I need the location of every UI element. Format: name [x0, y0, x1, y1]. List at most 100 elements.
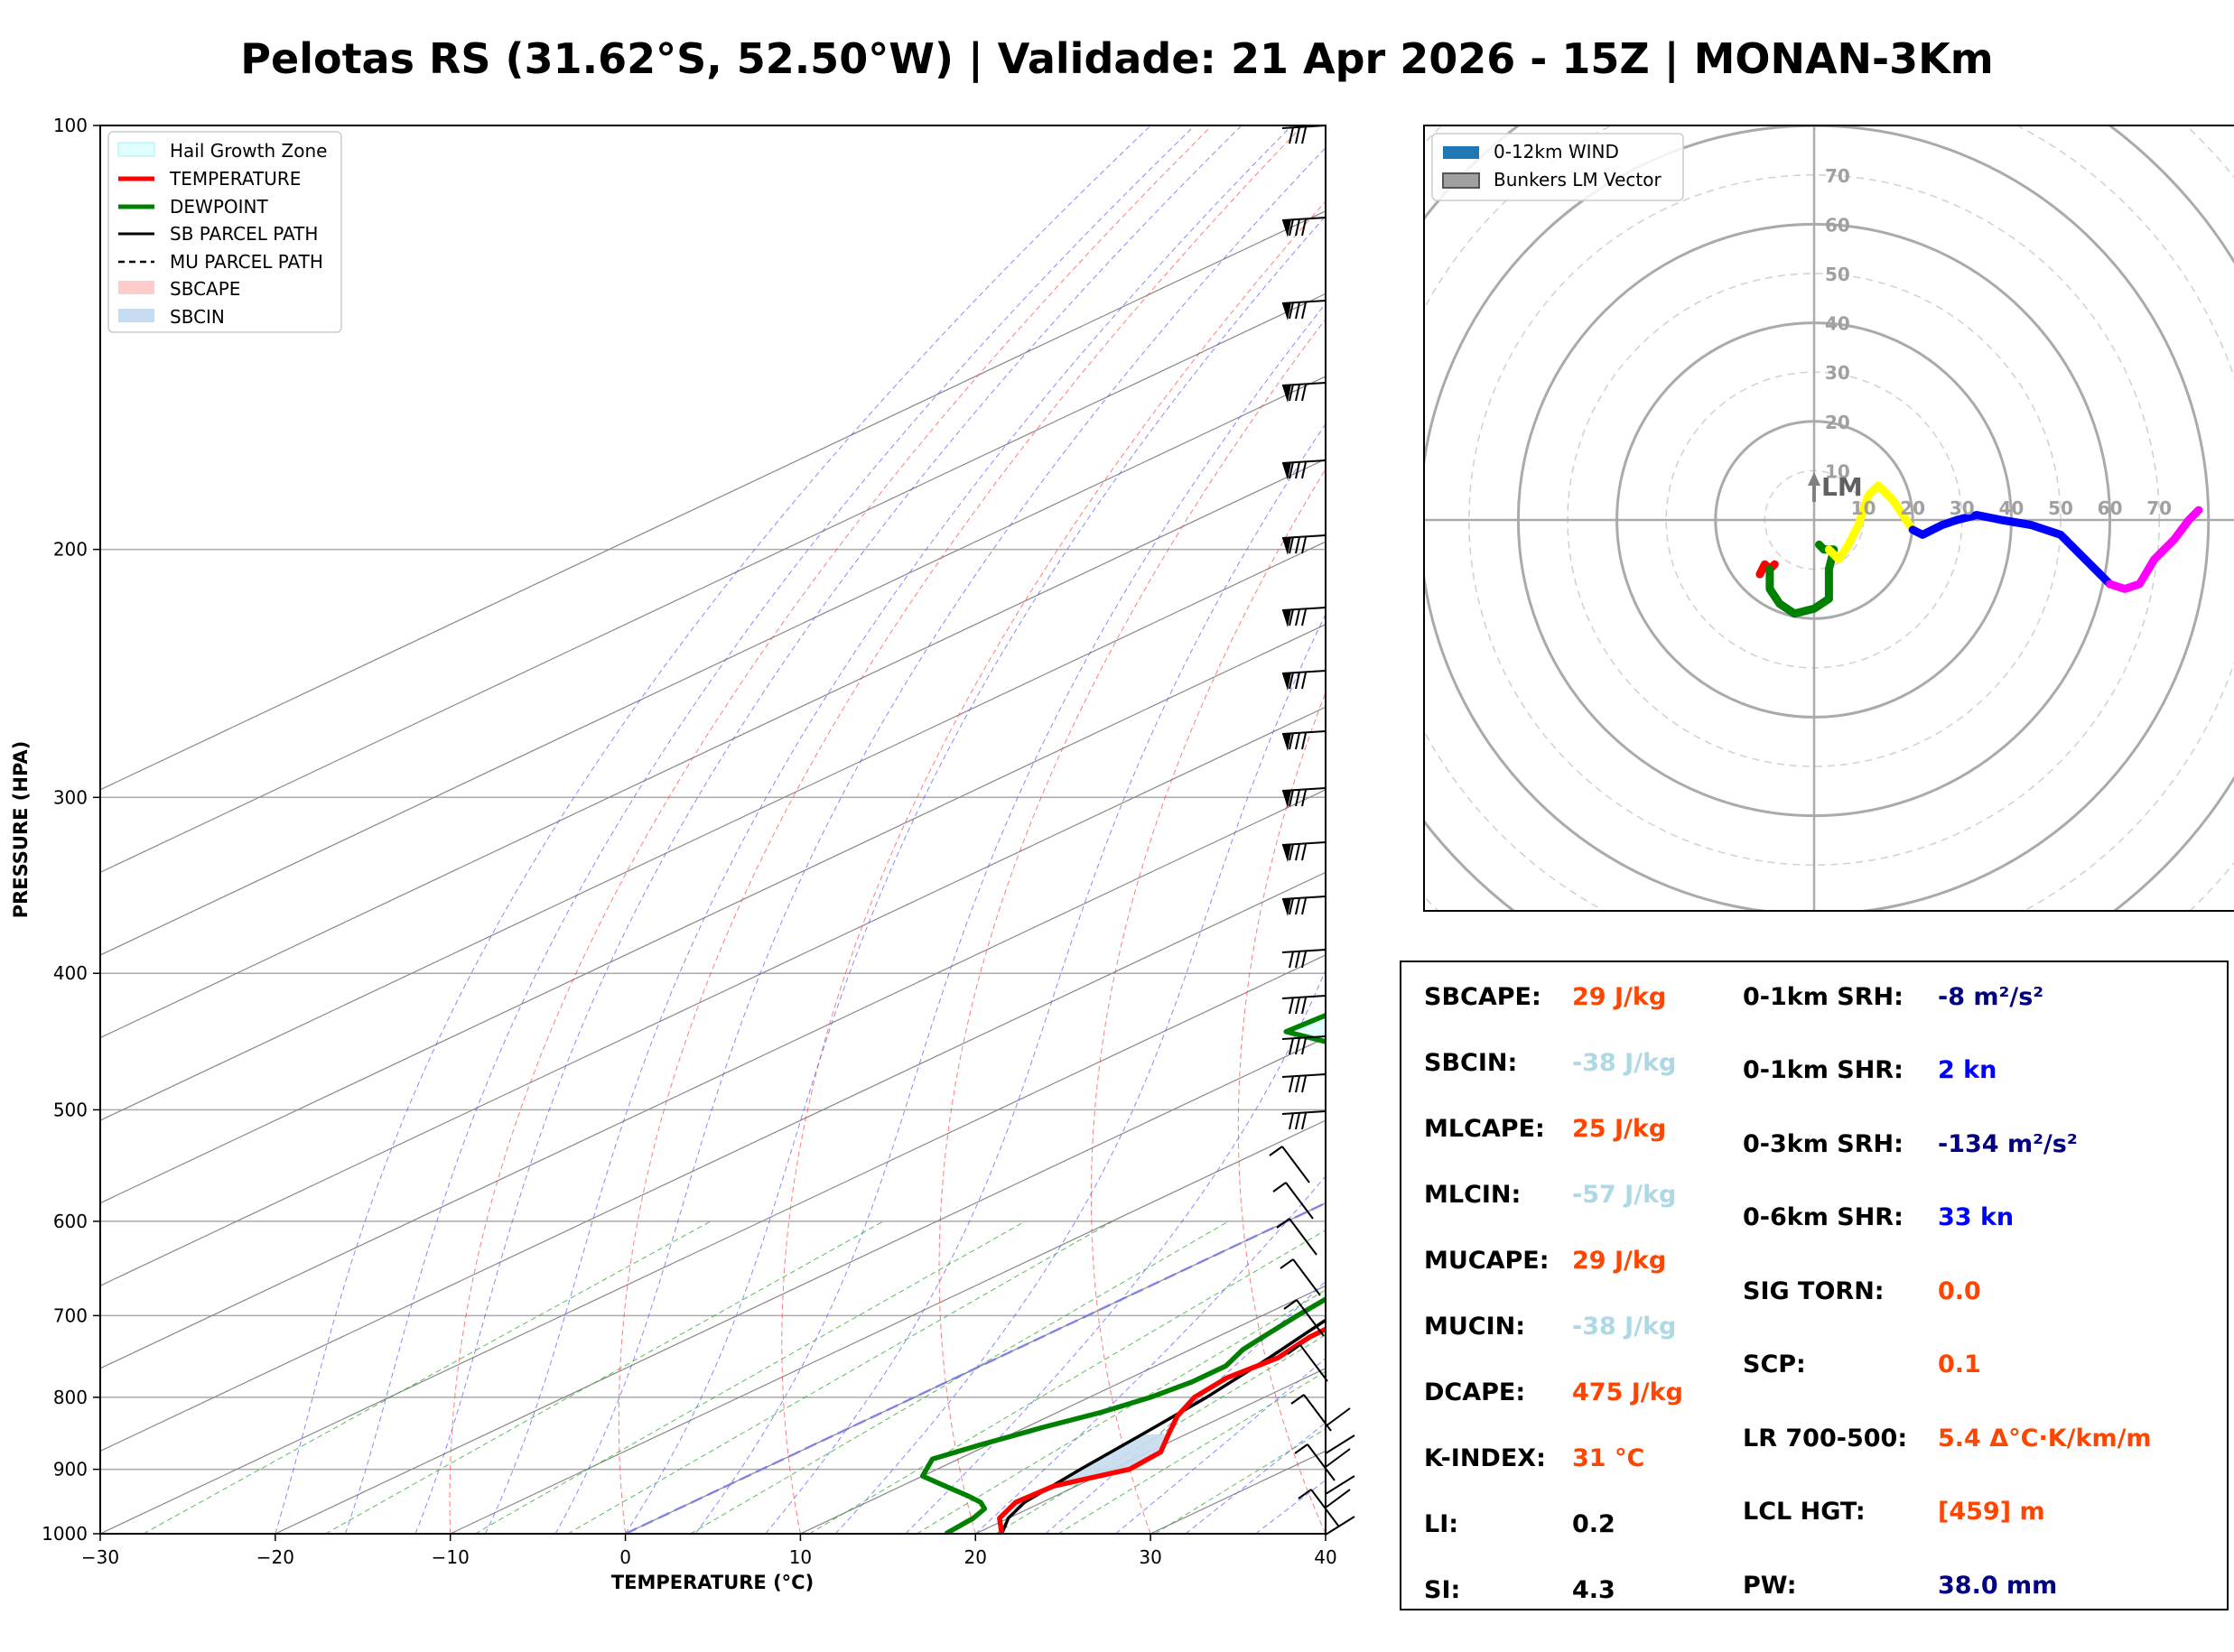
hodograph-legend: 0-12km WIND Bunkers LM Vector	[1431, 133, 1684, 201]
isotherm	[100, 292, 1326, 874]
wind-barb	[1283, 1299, 1325, 1337]
index-label: PW:	[1743, 1572, 1797, 1600]
x-tick-label: −30	[81, 1546, 119, 1568]
ring-label-y: 20	[1825, 412, 1850, 433]
index-label: SI:	[1424, 1576, 1461, 1604]
moist-adiabat	[275, 125, 1151, 1534]
wind-barb	[1287, 1344, 1328, 1382]
x-tick-label: −20	[256, 1546, 294, 1568]
y-axis-label: PRESSURE (HPA)	[10, 741, 32, 919]
ring-label-y: 70	[1825, 165, 1850, 187]
index-label: 0-1km SHR:	[1743, 1056, 1904, 1084]
moist-adiabat	[485, 125, 1292, 1534]
x-tick-label: 40	[1314, 1546, 1336, 1568]
skew-t-legend: Hail Growth Zone TEMPERATURE DEWPOINT SB PA…	[107, 131, 342, 333]
legend-entry: SBCAPE	[170, 278, 240, 300]
mixing-ratio-line	[143, 1220, 712, 1534]
page-title: Pelotas RS (31.62°S, 52.50°W) | Validade…	[240, 34, 1994, 83]
wind-barb	[1281, 1073, 1326, 1093]
index-value: -134 m²/s²	[1938, 1130, 2078, 1158]
ring-label-y: 60	[1825, 214, 1850, 236]
wind-barb	[1325, 1448, 1355, 1495]
moist-adiabat	[625, 215, 1326, 1534]
dry-adiabat	[618, 125, 1303, 1534]
index-value: [459] m	[1938, 1498, 2045, 1526]
index-value: 29 J/kg	[1572, 983, 1667, 1011]
legend-entry: SB PARCEL PATH	[170, 223, 318, 245]
legend-entry: DEWPOINT	[170, 196, 268, 218]
legend-entry: TEMPERATURE	[169, 168, 301, 190]
moist-adiabat	[554, 146, 1326, 1534]
ring-label-y: 40	[1825, 313, 1850, 335]
index-value: 2 kn	[1938, 1056, 1997, 1084]
moist-adiabat	[344, 125, 1196, 1534]
isotherm	[275, 1036, 1326, 1534]
y-tick-label: 700	[53, 1304, 88, 1326]
isotherm	[100, 954, 1326, 1534]
wind-barb	[1281, 995, 1326, 1015]
wind-barb	[1281, 949, 1326, 969]
wind-barb	[1272, 1182, 1314, 1220]
index-label: 0-6km SHR:	[1743, 1203, 1904, 1231]
index-label: LR 700-500:	[1743, 1425, 1908, 1452]
isotherm	[450, 1119, 1326, 1534]
lm-label: LM	[1821, 472, 1863, 502]
wind-barb	[1281, 534, 1326, 555]
mixing-ratio-line	[690, 1220, 1229, 1534]
moist-adiabat	[414, 125, 1243, 1534]
index-label: MLCAPE:	[1424, 1115, 1545, 1143]
index-value: 0.1	[1938, 1350, 1981, 1378]
index-value: -8 m²/s²	[1938, 983, 2044, 1011]
freezing-isotherm	[625, 1202, 1326, 1534]
wind-barb	[1325, 1407, 1355, 1454]
dewpoint-line	[919, 1012, 1326, 1534]
index-label: SCP:	[1743, 1350, 1806, 1378]
ring-label-x: 50	[2048, 497, 2073, 519]
y-tick-label: 1000	[42, 1523, 88, 1545]
y-tick-label: 100	[53, 115, 88, 136]
sb-parcel-path-line	[1000, 1318, 1326, 1534]
legend-entry: SBCIN	[170, 306, 225, 328]
wind-barb	[1281, 670, 1326, 691]
y-tick-label: 200	[53, 539, 88, 561]
mixing-ratio-line	[567, 1220, 1113, 1534]
wind-barb	[1294, 1443, 1336, 1481]
sbcin-area	[1009, 1434, 1168, 1509]
y-tick-label: 600	[53, 1211, 88, 1232]
isotherm	[100, 210, 1326, 791]
wind-barb	[1281, 217, 1326, 237]
index-label: SBCAPE:	[1424, 983, 1541, 1011]
index-label: MUCAPE:	[1424, 1247, 1550, 1275]
mixing-ratio-line	[809, 1230, 1326, 1534]
index-value: -38 J/kg	[1572, 1049, 1677, 1077]
x-tick-label: 20	[964, 1546, 987, 1568]
index-label: LCL HGT:	[1743, 1498, 1866, 1526]
indices-panel: SBCAPE: 29 J/kg SBCIN: -38 J/kg MLCAPE: 25 J/…	[1400, 961, 2229, 1610]
y-tick-label: 900	[53, 1459, 88, 1480]
isotherm	[100, 541, 1326, 1121]
dry-adiabat	[449, 125, 1213, 1534]
ring-label-y: 50	[1825, 264, 1850, 285]
ring-label-x: 70	[2146, 497, 2172, 519]
moist-adiabat	[974, 1174, 1326, 1534]
isotherm	[100, 624, 1326, 1204]
wind-barb	[1281, 125, 1326, 144]
ring-label-x: 20	[1900, 497, 1925, 519]
ring-label-x: 40	[1998, 497, 2024, 519]
y-tick-label: 400	[53, 962, 88, 984]
mixing-ratio-line	[916, 1289, 1326, 1534]
isotherm	[100, 706, 1326, 1286]
index-value: 0.2	[1572, 1510, 1615, 1538]
dry-adiabat	[938, 318, 1326, 1534]
x-tick-label: 0	[619, 1546, 631, 1568]
x-tick-label: 30	[1139, 1546, 1161, 1568]
index-label: SIG TORN:	[1743, 1277, 1885, 1305]
mixing-ratio-line	[1057, 1370, 1326, 1534]
legend-bunkers-lm: Bunkers LM Vector	[1494, 169, 1662, 190]
y-tick-label: 800	[53, 1387, 88, 1408]
wind-barb	[1281, 1110, 1326, 1130]
x-tick-label: −10	[432, 1546, 470, 1568]
index-value: 475 J/kg	[1572, 1378, 1683, 1406]
bunkers-lm-marker: LM	[1808, 472, 1863, 502]
